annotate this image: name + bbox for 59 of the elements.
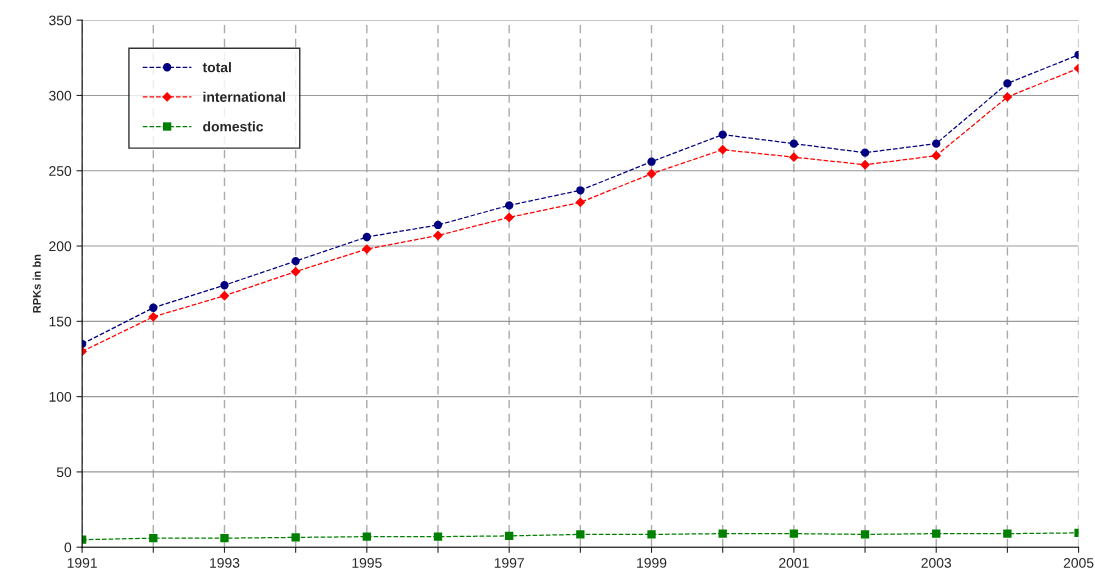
x-tick-label: 1995 xyxy=(352,557,382,568)
point xyxy=(149,303,158,312)
y-tick-label: 0 xyxy=(64,542,72,553)
x-tick-label: 1999 xyxy=(637,557,667,568)
point xyxy=(789,529,799,538)
point xyxy=(1003,79,1012,88)
y-tick-label: 200 xyxy=(49,241,72,252)
y-tick-label: 250 xyxy=(49,166,72,176)
point xyxy=(1003,529,1012,538)
y-tick-label: 300 xyxy=(49,90,72,101)
point xyxy=(718,529,727,538)
x-tick-label: 2005 xyxy=(1063,557,1094,568)
x-tick-label: 1993 xyxy=(210,557,240,568)
legend-label: domestic xyxy=(203,121,264,132)
point xyxy=(505,531,514,541)
legend-label: total xyxy=(202,62,231,73)
point xyxy=(576,530,585,539)
point xyxy=(433,220,443,230)
point xyxy=(361,244,372,254)
point xyxy=(433,532,443,541)
point xyxy=(718,130,727,139)
point xyxy=(148,311,159,322)
point xyxy=(149,534,158,543)
point xyxy=(860,159,870,170)
point xyxy=(932,529,941,538)
point xyxy=(931,150,942,161)
y-tick-label: 350 xyxy=(49,15,72,26)
point xyxy=(576,186,585,195)
point xyxy=(717,144,728,155)
x-tick-label: 2001 xyxy=(779,557,809,568)
point xyxy=(1002,92,1013,102)
y-axis-title: RPKs in bn xyxy=(32,254,41,313)
point xyxy=(505,201,514,210)
point xyxy=(647,530,656,539)
x-tick-label: 1997 xyxy=(494,557,524,568)
point xyxy=(290,266,301,277)
point xyxy=(860,148,870,157)
point xyxy=(433,230,443,241)
y-tick-label: 50 xyxy=(56,467,72,478)
point xyxy=(860,530,870,539)
point xyxy=(219,290,230,301)
point xyxy=(932,139,941,148)
point xyxy=(504,212,515,223)
point xyxy=(362,232,371,242)
point xyxy=(789,139,799,148)
y-tick-label: 150 xyxy=(49,316,72,327)
point xyxy=(788,152,799,163)
point xyxy=(362,532,371,541)
point xyxy=(575,197,586,208)
point xyxy=(291,256,300,266)
point xyxy=(647,157,656,166)
x-tick-label: 1991 xyxy=(67,557,97,568)
point xyxy=(291,533,300,542)
legend-label: international xyxy=(203,91,285,102)
point xyxy=(220,281,229,290)
y-tick-label: 100 xyxy=(49,391,72,402)
point xyxy=(646,168,657,179)
point xyxy=(220,534,229,543)
x-tick-label: 2003 xyxy=(921,557,952,568)
